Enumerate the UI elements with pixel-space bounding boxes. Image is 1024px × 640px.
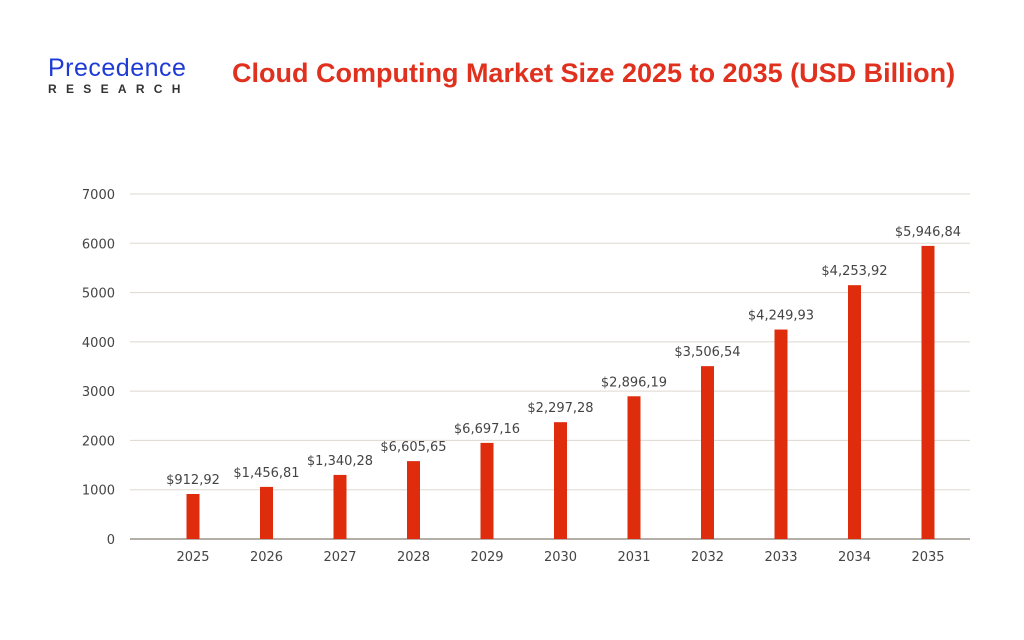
y-tick-label: 0: [107, 533, 115, 548]
bar-2025: [186, 494, 200, 539]
y-tick-label: 4000: [82, 336, 115, 351]
data-label: $6,697,16: [454, 422, 520, 437]
data-label: $4,249,93: [748, 309, 814, 324]
logo-line1: Precedence: [48, 54, 187, 82]
precedence-research-logo: Precedence RESEARCH: [48, 54, 190, 97]
bar-2029: [480, 442, 494, 539]
data-label: $2,297,28: [527, 401, 593, 416]
bar-2034: [848, 285, 861, 539]
bar-2030: [554, 422, 567, 539]
x-tick-label: 2027: [323, 550, 356, 565]
x-tick-label: 2035: [911, 550, 944, 565]
data-label: $3,506,54: [674, 345, 740, 360]
chart-title: Cloud Computing Market Size 2025 to 2035…: [232, 58, 956, 88]
y-tick-label: 6000: [82, 237, 115, 252]
data-label: $1,456,81: [233, 466, 299, 481]
bar-2032: [701, 366, 714, 539]
bar-2028: [407, 461, 420, 539]
data-label: $6,605,65: [380, 440, 446, 455]
x-tick-label: 2030: [544, 550, 577, 565]
data-label: $4,253,92: [821, 264, 887, 279]
bar-2031: [627, 396, 641, 539]
bar-2026: [260, 486, 273, 539]
y-tick-label: 7000: [82, 188, 115, 203]
x-tick-label: 2031: [617, 550, 650, 565]
bar-2035: [921, 245, 935, 539]
data-label: $912,92: [166, 473, 220, 488]
data-label: $2,896,19: [601, 375, 667, 390]
x-tick-label: 2026: [250, 550, 283, 565]
y-tick-label: 2000: [82, 434, 115, 449]
logo-line2: RESEARCH: [48, 82, 190, 96]
x-tick-label: 2028: [397, 550, 430, 565]
y-tick-label: 3000: [82, 385, 115, 400]
data-label: $5,946,84: [895, 225, 961, 240]
bar-2027: [333, 474, 347, 539]
x-tick-label: 2025: [176, 550, 209, 565]
bar-2033: [774, 329, 788, 539]
x-tick-label: 2033: [764, 550, 797, 565]
x-tick-label: 2032: [691, 550, 724, 565]
x-tick-label: 2034: [838, 550, 871, 565]
data-label: $1,340,28: [307, 454, 373, 469]
x-tick-label: 2029: [470, 550, 503, 565]
y-tick-label: 1000: [82, 484, 115, 499]
y-tick-label: 5000: [82, 287, 115, 302]
